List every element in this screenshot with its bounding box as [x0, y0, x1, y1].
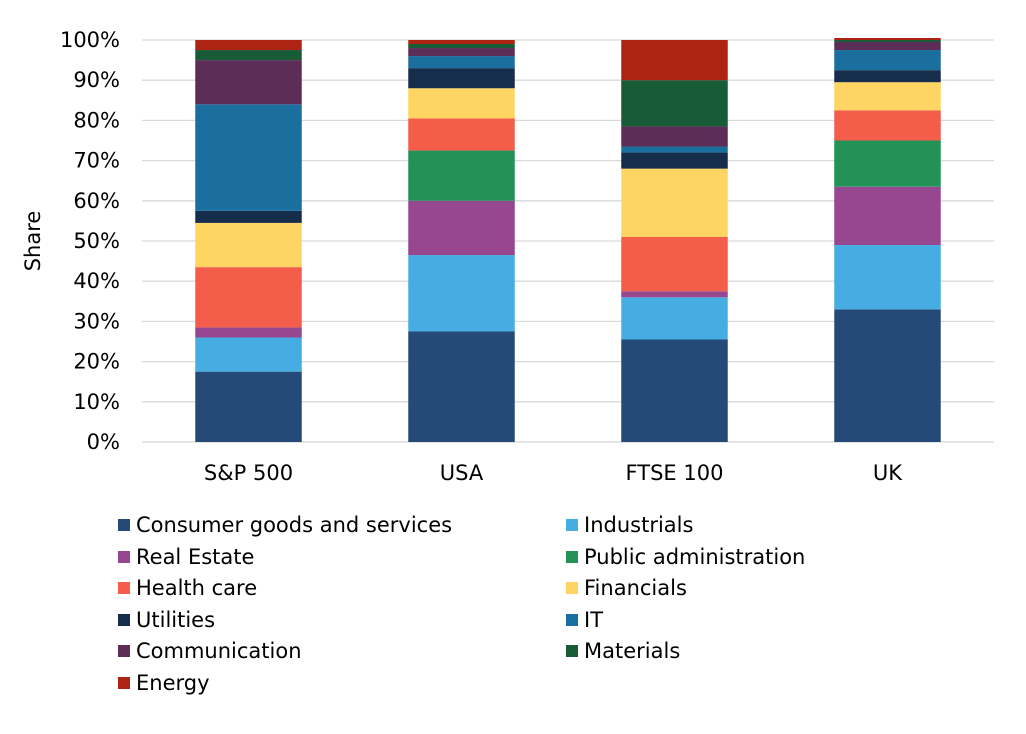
- x-tick-label: USA: [440, 461, 484, 485]
- legend-swatch: [118, 613, 130, 626]
- bar-segment: [408, 56, 515, 69]
- bar-segment: [621, 236, 728, 292]
- legend-item: Communication: [118, 636, 302, 666]
- bar-segment: [195, 40, 302, 51]
- legend-label: Public administration: [584, 544, 806, 569]
- legend-item: Consumer goods and services: [118, 510, 452, 540]
- legend-item: Utilities: [118, 605, 215, 635]
- legend-swatch: [566, 645, 578, 658]
- legend-item: Health care: [118, 573, 257, 603]
- legend-swatch: [118, 582, 130, 595]
- bar-segment: [408, 40, 515, 45]
- bar-segment: [834, 37, 941, 40]
- bar-segment: [408, 68, 515, 89]
- legend-swatch: [118, 519, 130, 531]
- bar-segment: [834, 140, 941, 187]
- bar-segment: [621, 80, 728, 127]
- legend-swatch: [118, 677, 130, 689]
- legend-label: Consumer goods and services: [136, 513, 453, 537]
- bar-segment: [834, 42, 941, 51]
- legend-item: Materials: [566, 636, 680, 666]
- bar-segment: [408, 118, 515, 151]
- legend-swatch: [566, 582, 578, 595]
- bar-segment: [834, 50, 941, 71]
- bar-segment: [195, 50, 302, 61]
- legend-item: Energy: [118, 668, 210, 698]
- bar-segment: [408, 255, 515, 332]
- legend-item: IT: [566, 605, 603, 635]
- legend-swatch: [566, 550, 578, 563]
- bar-segment: [834, 245, 941, 310]
- y-tick-label: 60%: [73, 189, 120, 213]
- bar-segment: [621, 126, 728, 147]
- legend-swatch: [566, 613, 578, 626]
- y-tick-label: 0%: [87, 430, 120, 454]
- legend-label: Utilities: [136, 607, 216, 632]
- legend-label: Health care: [136, 576, 258, 601]
- bar-segment: [408, 331, 515, 442]
- bar-segment: [195, 327, 302, 338]
- legend-item: Public administration: [566, 542, 805, 572]
- bar-segment: [195, 371, 302, 442]
- bar-segment: [621, 152, 728, 169]
- legend-swatch: [118, 550, 130, 563]
- bar-segment: [834, 70, 941, 83]
- y-axis-tick-labels: 0% 10% 20% 30% 40% 50% 60% 70% 80% 90% 100%: [60, 28, 120, 454]
- y-tick-label: 80%: [73, 108, 120, 132]
- y-tick-label: 40%: [73, 269, 120, 293]
- y-tick-label: 20%: [73, 350, 120, 374]
- bar-segment: [834, 82, 941, 111]
- legend-label: Industrials: [584, 513, 694, 537]
- y-axis-label: Share: [21, 211, 45, 272]
- bar-segment: [195, 210, 302, 223]
- legend-item: Financials: [566, 573, 687, 603]
- y-tick-label: 100%: [60, 28, 120, 52]
- bar-segment: [195, 104, 302, 211]
- legend-item: Industrials: [566, 510, 693, 540]
- legend-label: Real Estate: [136, 544, 255, 569]
- bar-segment: [621, 40, 728, 81]
- bar-segment: [834, 110, 941, 141]
- bars: [195, 37, 941, 442]
- legend-label: Energy: [136, 671, 210, 695]
- bar-segment: [408, 150, 515, 201]
- bar-segment: [621, 297, 728, 340]
- legend-label: IT: [584, 607, 604, 632]
- bar-segment: [195, 222, 302, 268]
- bar-segment: [621, 291, 728, 298]
- bar-segment: [408, 44, 515, 49]
- bar-segment: [195, 60, 302, 105]
- x-tick-label: FTSE 100: [626, 461, 724, 485]
- y-tick-label: 70%: [73, 149, 120, 173]
- y-tick-label: 50%: [73, 229, 120, 253]
- x-axis-tick-labels: S&P 500 USA FTSE 100 UK: [204, 461, 903, 485]
- bar-segment: [195, 337, 302, 372]
- bar-segment: [621, 168, 728, 237]
- bar-segment: [834, 40, 941, 43]
- bar-segment: [195, 267, 302, 328]
- x-tick-label: UK: [873, 461, 903, 485]
- x-tick-label: S&P 500: [204, 461, 293, 485]
- y-tick-label: 30%: [73, 309, 120, 333]
- bar-segment: [408, 200, 515, 256]
- y-tick-label: 90%: [73, 68, 120, 92]
- bar-segment: [408, 48, 515, 57]
- legend-item: Real Estate: [118, 542, 254, 572]
- legend-swatch: [118, 645, 130, 658]
- legend-swatch: [566, 519, 578, 531]
- legend-label: Financials: [584, 576, 687, 601]
- bar-segment: [834, 186, 941, 246]
- bar-segment: [621, 146, 728, 153]
- bar-segment: [408, 88, 515, 119]
- legend-label: Communication: [136, 639, 302, 664]
- legend-label: Materials: [584, 639, 681, 664]
- y-tick-label: 10%: [73, 390, 120, 414]
- bar-segment: [834, 309, 941, 442]
- bar-segment: [621, 339, 728, 442]
